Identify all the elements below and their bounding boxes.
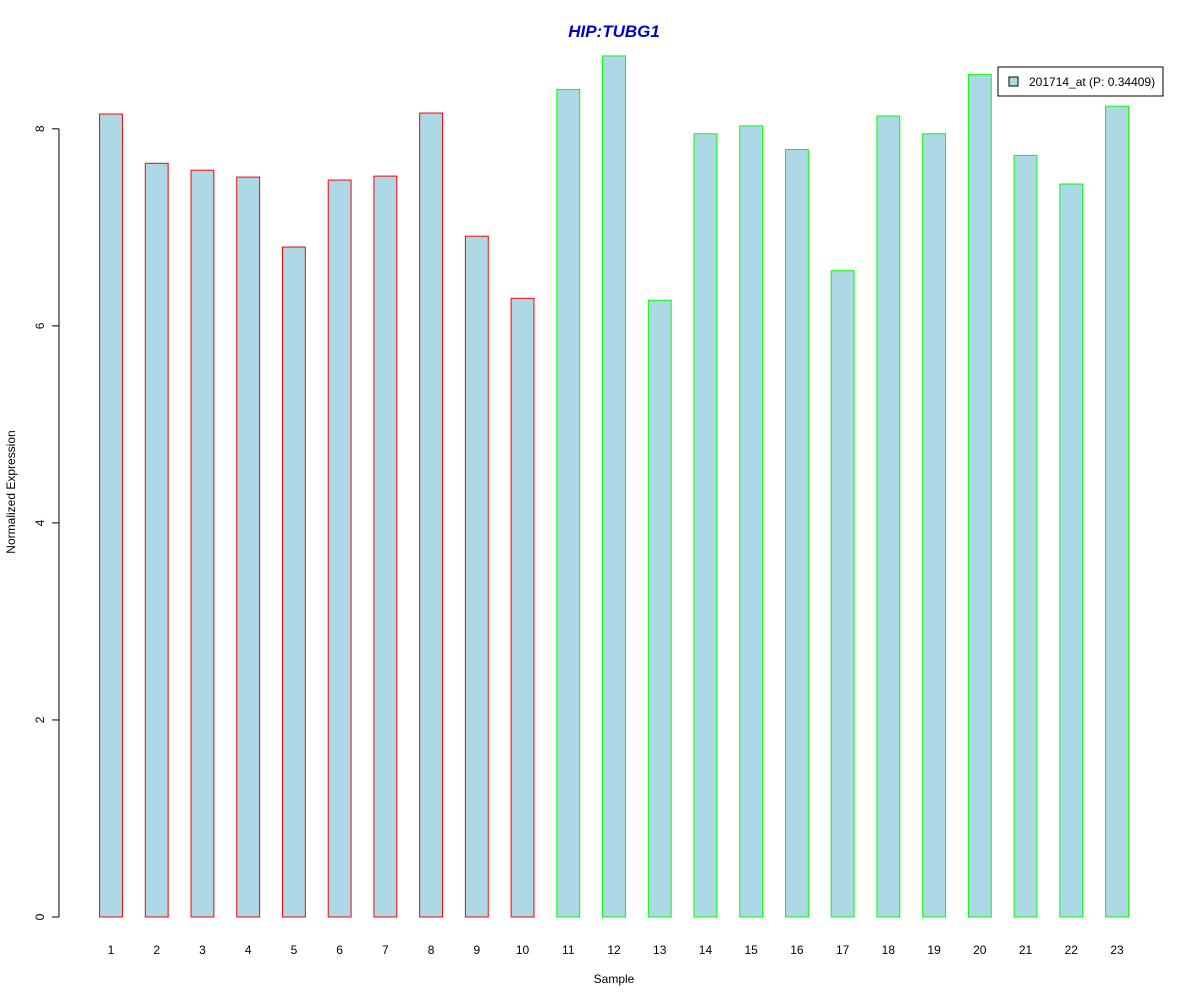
bar-sample-9 — [464, 235, 489, 918]
bar-sample-5 — [281, 246, 306, 918]
x-tick-label: 20 — [973, 943, 987, 957]
chart-title: HIP:TUBG1 — [568, 22, 660, 41]
bar-sample-16 — [784, 149, 809, 918]
bar-sample-22 — [1059, 183, 1084, 918]
x-tick-label: 10 — [516, 943, 530, 957]
bars-group — [99, 55, 1129, 918]
bar-sample-15 — [739, 125, 764, 918]
bar-sample-17 — [830, 270, 855, 918]
bar-sample-2 — [144, 162, 169, 918]
x-tick-label: 5 — [291, 943, 298, 957]
x-tick-label: 17 — [836, 943, 850, 957]
bar-sample-3 — [190, 169, 215, 918]
bar-sample-14 — [693, 133, 718, 918]
bar-sample-6 — [327, 179, 352, 918]
y-axis-label: Normalized Expression — [4, 430, 18, 553]
x-axis-label: Sample — [594, 972, 635, 986]
x-tick-label: 1 — [108, 943, 115, 957]
x-tick-label: 2 — [153, 943, 160, 957]
x-tick-label: 11 — [562, 943, 575, 957]
x-tick-label: 23 — [1110, 943, 1124, 957]
x-tick-label: 21 — [1019, 943, 1033, 957]
x-tick-label: 15 — [745, 943, 759, 957]
x-tick-label: 13 — [653, 943, 667, 957]
x-tick-label: 19 — [927, 943, 941, 957]
bar-sample-21 — [1013, 154, 1038, 918]
legend-box — [997, 66, 1164, 97]
y-tick-label: 8 — [33, 125, 47, 132]
x-tick-labels: 1 2 3 4 5 6 7 8 9 10 11 12 13 14 15 16 17 18 19 20 21 22 23 — [108, 943, 1124, 957]
legend-swatch — [1008, 76, 1019, 87]
bar-sample-13 — [647, 299, 672, 918]
legend-label: 201714_at (P: 0.34409) — [1029, 75, 1155, 89]
bar-sample-1 — [99, 113, 123, 918]
bar-sample-23 — [1105, 105, 1129, 918]
x-tick-label: 16 — [790, 943, 804, 957]
x-tick-label: 18 — [882, 943, 896, 957]
x-tick-label: 3 — [199, 943, 206, 957]
x-tick-label: 22 — [1065, 943, 1079, 957]
x-tick-label: 6 — [336, 943, 343, 957]
x-tick-label: 4 — [245, 943, 252, 957]
bar-sample-10 — [510, 297, 535, 918]
x-tick-label: 14 — [699, 943, 713, 957]
bar-sample-18 — [876, 115, 901, 918]
legend: 201714_at (P: 0.34409) — [997, 66, 1164, 97]
x-tick-label: 7 — [382, 943, 389, 957]
bar-sample-7 — [373, 175, 398, 918]
x-tick-label: 12 — [607, 943, 621, 957]
x-tick-label: 8 — [428, 943, 435, 957]
y-tick-label: 2 — [33, 716, 47, 723]
bar-sample-12 — [602, 55, 626, 918]
y-axis: 0 2 4 6 8 — [33, 125, 60, 920]
x-tick-label: 9 — [473, 943, 480, 957]
y-tick-label: 6 — [33, 322, 47, 329]
y-tick-label: 0 — [33, 913, 47, 920]
bar-sample-20 — [967, 74, 992, 918]
bar-sample-19 — [922, 133, 947, 918]
y-tick-label: 4 — [33, 519, 47, 526]
bar-sample-4 — [236, 176, 261, 918]
bar-sample-8 — [419, 112, 444, 918]
bar-sample-11 — [556, 88, 581, 918]
